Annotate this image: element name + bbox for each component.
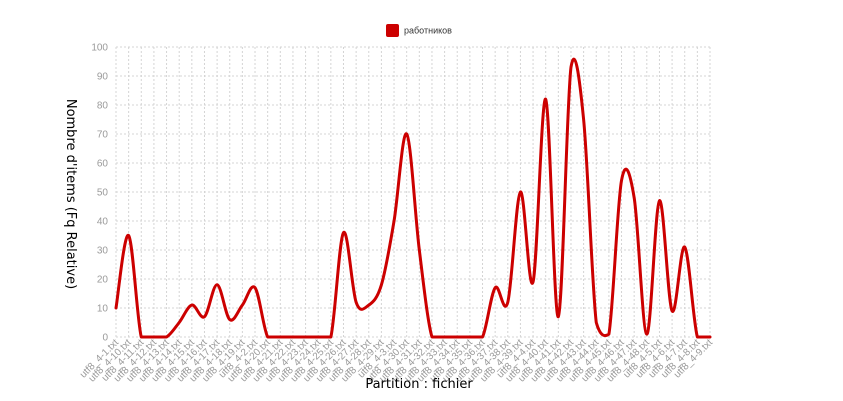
data-point: [215, 283, 219, 287]
data-point: [430, 335, 434, 339]
data-point: [518, 190, 522, 194]
data-point: [607, 332, 611, 336]
y-tick-label: 70: [97, 130, 109, 141]
data-point: [127, 234, 131, 238]
data-point: [114, 306, 118, 310]
y-tick-label: 60: [97, 159, 109, 170]
y-tick-label: 10: [97, 304, 109, 315]
x-axis-ticks: utf8_4-1.txtutf8_4-10.txtutf8_4-11.txtut…: [78, 337, 715, 384]
data-point: [190, 303, 194, 307]
data-point: [670, 309, 674, 313]
grid-lines: [115, 46, 711, 338]
data-point: [329, 335, 333, 339]
data-point: [569, 65, 573, 69]
y-tick-label: 100: [91, 43, 108, 54]
data-point: [266, 335, 270, 339]
data-point: [531, 280, 535, 284]
legend-label[interactable]: работников: [404, 26, 452, 36]
y-tick-label: 90: [97, 72, 109, 83]
data-point: [417, 248, 421, 252]
data-point: [657, 199, 661, 203]
data-point: [544, 97, 548, 101]
y-tick-label: 20: [97, 275, 109, 286]
data-point: [493, 286, 497, 290]
data-point: [165, 335, 169, 339]
data-point: [354, 300, 358, 304]
y-tick-label: 30: [97, 246, 109, 257]
data-point: [695, 335, 699, 339]
data-point: [228, 318, 232, 322]
data-points: [114, 65, 712, 339]
data-point: [594, 321, 598, 325]
data-point: [632, 196, 636, 200]
data-point: [278, 335, 282, 339]
data-point: [443, 335, 447, 339]
data-point: [645, 332, 649, 336]
data-point: [291, 335, 295, 339]
series-line: [114, 57, 712, 339]
data-point: [392, 219, 396, 223]
data-point: [683, 245, 687, 249]
data-point: [405, 132, 409, 136]
data-point: [316, 335, 320, 339]
data-point: [304, 335, 308, 339]
legend[interactable]: работников: [386, 24, 452, 37]
data-point: [240, 303, 244, 307]
y-tick-label: 50: [97, 188, 109, 199]
y-axis-ticks: 0 10 20 30 40 50 60 70 80 90 100: [91, 43, 108, 344]
data-point: [468, 335, 472, 339]
y-tick-label: 80: [97, 101, 109, 112]
data-point: [455, 335, 459, 339]
data-point: [506, 300, 510, 304]
y-axis-label: Nombre d'items (Fq Relative): [63, 99, 78, 289]
data-point: [177, 321, 181, 325]
legend-swatch[interactable]: [386, 24, 399, 37]
data-point: [582, 118, 586, 122]
data-point: [367, 303, 371, 307]
data-point: [253, 286, 257, 290]
data-point: [139, 335, 143, 339]
data-point: [556, 315, 560, 319]
x-axis-label: Partition : fichier: [365, 377, 473, 392]
data-point: [341, 231, 345, 235]
data-point: [620, 178, 624, 182]
data-point: [481, 335, 485, 339]
data-point: [379, 283, 383, 287]
data-point: [708, 335, 712, 339]
data-point: [202, 315, 206, 319]
y-tick-label: 40: [97, 217, 109, 228]
y-tick-label: 0: [102, 333, 108, 344]
data-point: [152, 335, 156, 339]
